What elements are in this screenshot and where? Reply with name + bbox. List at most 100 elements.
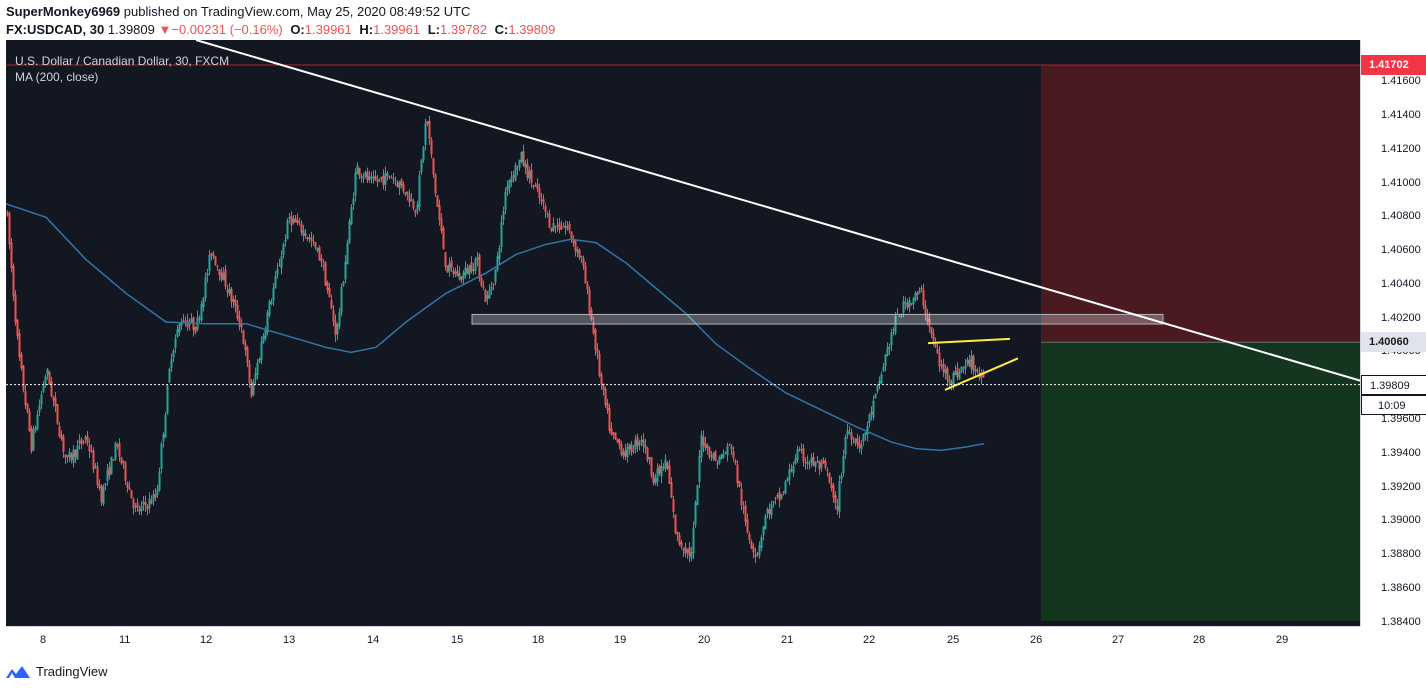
candle-body [76,445,79,460]
time-tick-label: 26 [1030,634,1043,646]
wedge-lower-line [944,357,1019,391]
candle-body [100,486,103,503]
candle-body [656,468,659,482]
publisher-line: SuperMonkey6969 published on TradingView… [6,4,470,19]
candle-body [976,370,979,372]
ohlc-line: FX:USDCAD, 30 1.39809 ▼−0.00231 (−0.16%)… [6,22,555,37]
candle-body [224,269,227,287]
candle-body [734,460,737,464]
candle-body [128,487,131,490]
candle-body [772,501,775,503]
candle-body [316,248,319,251]
candle-body [62,436,65,452]
candle-body [102,486,105,505]
candle-body [372,176,375,179]
candle-body [804,462,807,464]
candle-body [26,403,29,412]
time-tick-label: 21 [781,634,794,646]
candle-body [844,436,847,455]
symbol-label: FX:USDCAD, 30 [6,22,105,37]
time-axis[interactable]: 8 11 12 13 14 15 18 19 20 21 22 25 26 27 28 29 [6,626,1360,654]
candle-body [540,199,543,201]
candle-body [664,459,667,470]
candle-body [762,526,765,536]
candle-body [820,462,823,468]
candle-body [668,465,671,484]
candle-body [140,505,143,512]
candle-body [60,434,63,440]
candle-body [602,383,605,390]
price-chart[interactable] [6,40,1360,626]
candle-body [256,362,259,375]
candle-body [684,546,687,554]
candle-body [948,379,951,383]
candle-body [304,233,307,236]
candle-body [354,172,357,196]
tradingview-brand[interactable]: TradingView [6,664,108,679]
candle-body [180,322,183,326]
candle-body [824,460,827,468]
price-tick-label: 1.41200 [1381,142,1421,155]
candle-body [430,139,433,155]
candle-body [458,273,461,280]
candle-body [536,183,539,189]
author-name[interactable]: SuperMonkey6969 [6,4,121,19]
candle-body [106,470,109,482]
indicator-label[interactable]: MA (200, close) [15,70,99,84]
candle-body [400,179,403,186]
candle-body [764,515,767,530]
candle-body [760,537,763,548]
change-value: −0.00231 (−0.16%) [171,22,283,37]
candle-body [856,438,859,445]
candle-body [966,359,969,364]
candle-body [260,342,263,360]
time-tick-label: 20 [698,634,711,646]
candle-body [542,199,545,204]
candle-body [268,301,271,316]
candle-body [346,242,349,265]
candle-body [300,223,303,233]
candle-body [812,456,815,466]
candle-body [14,294,17,323]
candle-body [424,123,427,145]
candle-body [134,505,137,507]
candle-body [880,374,883,384]
chart-pane[interactable]: U.S. Dollar / Canadian Dollar, 30, FXCM … [6,40,1360,626]
candle-body [444,252,447,267]
price-tick-label: 1.39400 [1381,446,1421,459]
candle-body [902,300,905,313]
candle-body [816,461,819,463]
price-axis[interactable]: 1.41600 1.41400 1.41200 1.41000 1.40800 1.406… [1360,40,1426,628]
take-profit-zone [1041,342,1360,621]
change-arrow-icon: ▼ [158,22,172,37]
close-label: C: [494,22,509,37]
candle-body [546,213,549,215]
last-price-label: 1.39809 [1361,374,1426,395]
candle-body [582,258,585,266]
candle-body [54,397,57,406]
candle-body [868,414,871,423]
candle-body [116,444,119,447]
candle-body [86,435,89,444]
candle-body [24,390,27,406]
candle-body [74,449,77,458]
candle-body [878,380,881,385]
candle-body [432,157,435,175]
candle-body [836,505,839,511]
candle-body [660,466,663,477]
candle-body [898,316,901,318]
candle-body [404,192,407,195]
time-tick-label: 15 [451,634,464,646]
stop-loss-zone [1041,64,1360,343]
candle-body [264,329,267,339]
candle-body [56,404,59,424]
candle-body [946,367,949,381]
candle-body [278,265,281,267]
candle-body [800,449,803,451]
candle-body [738,481,741,487]
candle-body [628,444,631,450]
candle-body [414,210,417,214]
candle-body [486,295,489,300]
close-value: 1.39809 [508,22,556,37]
candle-body [586,284,589,290]
